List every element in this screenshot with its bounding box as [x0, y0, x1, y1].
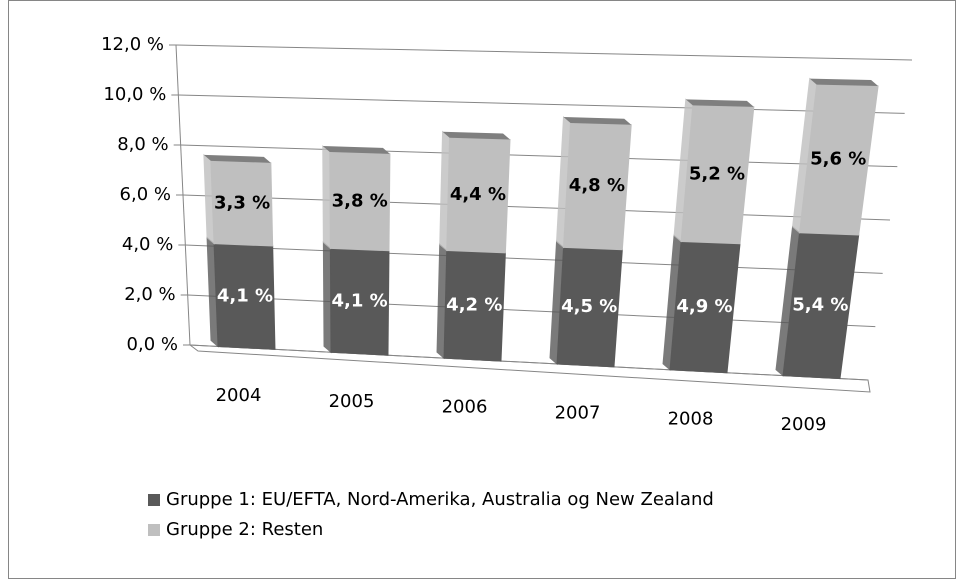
- floor: [188, 344, 871, 393]
- bar-side: [322, 144, 331, 250]
- grid-line: [178, 94, 905, 114]
- value-label: 4,2 %: [446, 295, 502, 316]
- value-label: 4,5 %: [561, 296, 617, 317]
- grid-line: [185, 244, 883, 274]
- x-tick-label: 2006: [442, 397, 488, 418]
- y-tick-label: 8,0 %: [117, 134, 168, 155]
- legend-swatch: [148, 494, 160, 506]
- x-tick-label: 2004: [216, 385, 262, 406]
- x-tick-label: 2007: [555, 402, 601, 423]
- y-tick-label: 6,0 %: [120, 184, 171, 205]
- value-label: 3,8 %: [332, 190, 388, 211]
- bar-side: [322, 241, 332, 354]
- x-tick-label: 2009: [781, 414, 827, 435]
- grid-line: [180, 144, 898, 168]
- value-label: 5,4 %: [792, 294, 848, 315]
- bar-top: [685, 99, 754, 107]
- grid-line: [187, 294, 876, 328]
- y-tick-label: 0,0 %: [127, 334, 178, 355]
- bar-top: [322, 146, 390, 154]
- y-tick-label: 12,0 %: [101, 34, 164, 55]
- legend-label: Gruppe 2: Resten: [166, 519, 323, 540]
- value-label: 4,1 %: [331, 291, 387, 312]
- value-label: 5,2 %: [689, 163, 745, 184]
- value-label: 3,3 %: [214, 192, 270, 213]
- y-tick-label: 2,0 %: [124, 284, 175, 305]
- y-axis: [175, 44, 191, 346]
- value-label: 4,4 %: [450, 184, 506, 205]
- grid-line: [175, 44, 913, 61]
- value-label: 4,8 %: [569, 175, 625, 196]
- value-label: 4,1 %: [217, 285, 273, 306]
- x-tick-label: 2005: [329, 391, 375, 412]
- grid-line: [182, 194, 891, 221]
- value-label: 4,9 %: [676, 296, 732, 317]
- y-tick-label: 4,0 %: [122, 234, 173, 255]
- x-tick-label: 2008: [668, 408, 714, 429]
- bar-top: [563, 117, 632, 125]
- legend-swatch: [148, 524, 160, 536]
- legend-label: Gruppe 1: EU/EFTA, Nord-Amerika, Austral…: [166, 489, 714, 510]
- bar-top: [203, 154, 271, 163]
- bar-top: [442, 131, 511, 140]
- y-tick-label: 10,0 %: [103, 84, 166, 105]
- value-label: 5,6 %: [810, 149, 866, 170]
- bar-top: [809, 78, 879, 86]
